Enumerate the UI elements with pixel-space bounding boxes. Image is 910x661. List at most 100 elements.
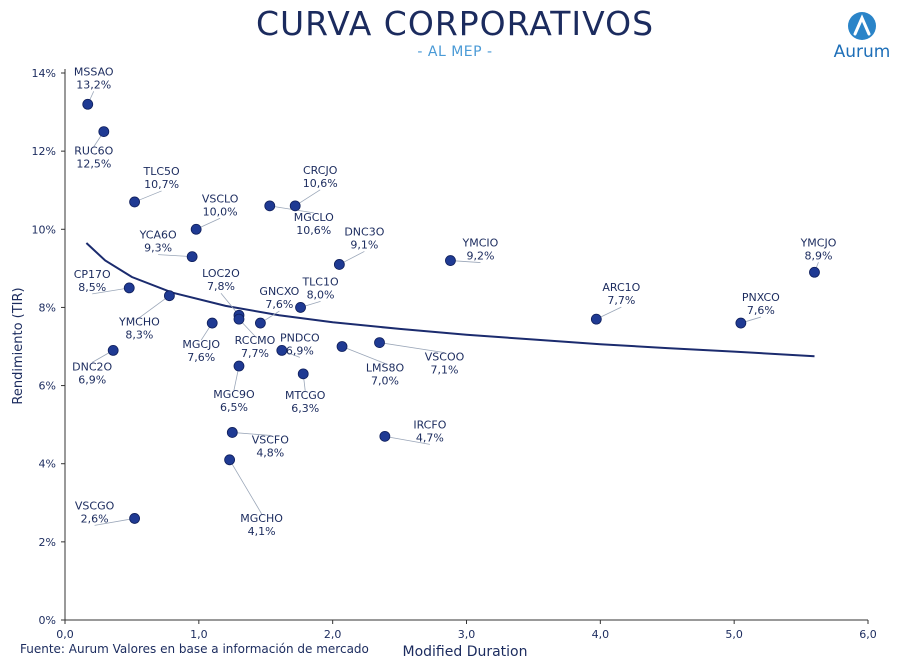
data-point [445, 255, 456, 266]
x-tick-label: 0,0 [56, 628, 74, 641]
point-name-label: VSCLO [202, 192, 239, 205]
data-point [295, 302, 306, 313]
point-value-label: 7,7% [241, 347, 269, 360]
data-point [190, 223, 202, 235]
brand-name: Aurum [833, 42, 891, 62]
point-name-label: MGCJO [182, 338, 220, 351]
point-value-label: 10,6% [296, 224, 331, 237]
point-name-label: DNC3O [344, 225, 384, 238]
data-point [289, 200, 301, 212]
point-value-label: 4,7% [416, 431, 444, 444]
data-point [82, 98, 94, 110]
leader-line [158, 254, 193, 258]
point-value-label: 12,5% [76, 158, 111, 171]
point-name-label: YMCJO [800, 236, 837, 249]
y-axis-title: Rendimiento (TIR) [11, 287, 26, 404]
point-name-label: GNCXO [259, 285, 299, 298]
leader-line [341, 346, 386, 364]
leader-line [139, 295, 170, 319]
point-name-label: MGCLO [294, 211, 334, 224]
point-value-label: 6,9% [286, 344, 314, 357]
data-point [186, 251, 198, 263]
point-name-label: MSSAO [74, 65, 114, 78]
point-value-label: 6,5% [220, 401, 248, 414]
point-value-label: 10,6% [303, 177, 338, 190]
data-point [590, 313, 602, 325]
data-point [264, 200, 276, 212]
point-value-label: 6,3% [291, 402, 319, 415]
point-name-label: TLC5O [142, 165, 180, 178]
point-name-label: YCA6O [139, 229, 177, 242]
point-name-label: VSCFO [252, 433, 290, 446]
point-name-label: ARC1O [602, 281, 640, 294]
point-value-label: 2,6% [81, 512, 109, 525]
point-name-label: DNC2O [72, 360, 112, 373]
leader-line [229, 459, 262, 515]
point-value-label: 7,7% [607, 294, 635, 307]
point-name-label: MGC9O [213, 388, 255, 401]
data-point [254, 317, 266, 329]
point-value-label: 4,1% [248, 525, 276, 538]
data-point [336, 341, 348, 352]
point-name-label: IRCFO [413, 418, 446, 431]
point-value-label: 10,7% [144, 178, 179, 191]
y-tick-label: 2% [39, 536, 56, 549]
data-point [107, 345, 119, 356]
data-point [123, 282, 135, 294]
data-point [276, 345, 288, 356]
point-name-label: RUC6O [74, 145, 113, 158]
leader-line [384, 435, 430, 445]
x-tick-label: 5,0 [725, 628, 743, 641]
point-name-label: PNXCO [742, 291, 780, 304]
x-axis-title: Modified Duration [403, 644, 528, 660]
x-tick-label: 3,0 [458, 628, 476, 641]
x-tick-label: 6,0 [859, 628, 877, 641]
data-point [129, 513, 140, 524]
point-value-label: 7,6% [265, 298, 293, 311]
point-value-label: 9,1% [350, 238, 378, 251]
point-value-label: 8,9% [804, 249, 832, 262]
data-point [809, 266, 820, 278]
point-name-label: MTCGO [285, 389, 326, 402]
leader-line [379, 342, 445, 353]
chart-subtitle: - AL MEP - [417, 44, 493, 60]
point-name-label: CRCJO [303, 164, 338, 177]
aurum-logo-icon [848, 12, 876, 40]
point-name-label: LOC2O [202, 267, 240, 280]
point-value-label: 7,6% [747, 304, 775, 317]
point-name-label: TLC1O [301, 275, 339, 288]
point-value-label: 8,0% [307, 288, 335, 301]
trend-line [85, 242, 815, 358]
point-value-label: 13,2% [76, 78, 111, 91]
point-name-label: RCCMO [235, 334, 276, 347]
x-tick-label: 4,0 [592, 628, 610, 641]
point-value-label: 7,8% [207, 280, 235, 293]
data-point [735, 317, 747, 329]
data-point [163, 290, 175, 302]
y-tick-label: 10% [32, 223, 56, 236]
point-value-label: 6,9% [78, 373, 106, 386]
data-point [233, 313, 245, 325]
data-point [297, 368, 309, 380]
chart-title: CURVA CORPORATIVOS [255, 4, 655, 43]
leader-line [94, 518, 135, 526]
point-name-label: CP17O [74, 268, 111, 281]
point-value-label: 10,0% [203, 205, 238, 218]
point-value-label: 4,8% [256, 446, 284, 459]
point-name-label: PNDCO [280, 331, 320, 344]
point-value-label: 9,3% [144, 242, 172, 255]
y-tick-label: 12% [32, 145, 56, 158]
data-point [129, 196, 140, 208]
point-name-label: VSCOO [425, 351, 465, 364]
source-note: Fuente: Aurum Valores en base a informac… [20, 642, 369, 656]
data-point [379, 430, 391, 442]
point-value-label: 7,0% [371, 375, 399, 388]
point-name-label: VSCGO [75, 499, 115, 512]
y-tick-label: 14% [32, 67, 56, 80]
point-value-label: 7,6% [187, 351, 215, 364]
x-tick-label: 1,0 [190, 628, 208, 641]
x-tick-label: 2,0 [324, 628, 342, 641]
y-tick-label: 6% [39, 380, 56, 393]
data-point [233, 360, 245, 372]
